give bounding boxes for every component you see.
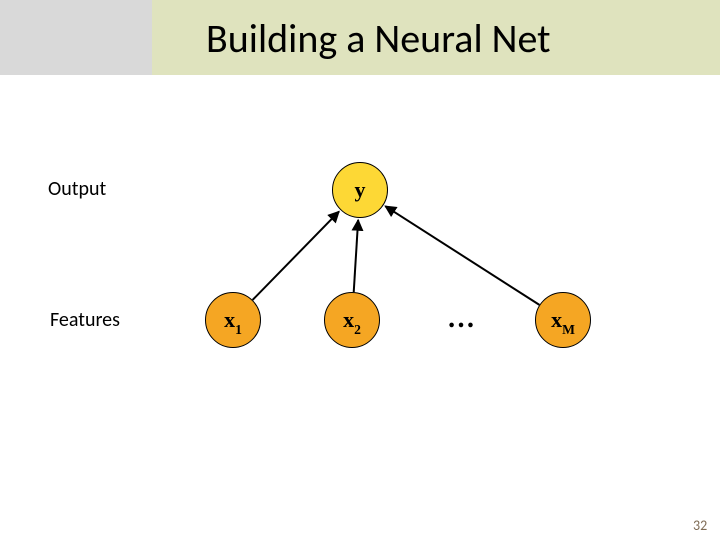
node-x1-label: x1 xyxy=(224,307,242,333)
node-xM: xM xyxy=(535,292,591,348)
header-gray-band xyxy=(0,0,152,75)
label-output: Output xyxy=(48,177,106,201)
ellipsis: … xyxy=(447,303,482,335)
node-y-label: y xyxy=(355,177,366,203)
edges-layer xyxy=(0,0,720,540)
node-x1: x1 xyxy=(205,292,261,348)
page-number: 32 xyxy=(693,517,707,534)
node-x2-label: x2 xyxy=(343,307,361,333)
node-x2: x2 xyxy=(324,292,380,348)
node-xM-label: xM xyxy=(551,307,575,333)
slide-title: Building a Neural Net xyxy=(206,14,551,63)
label-features: Features xyxy=(50,308,120,332)
node-y: y xyxy=(332,162,388,218)
